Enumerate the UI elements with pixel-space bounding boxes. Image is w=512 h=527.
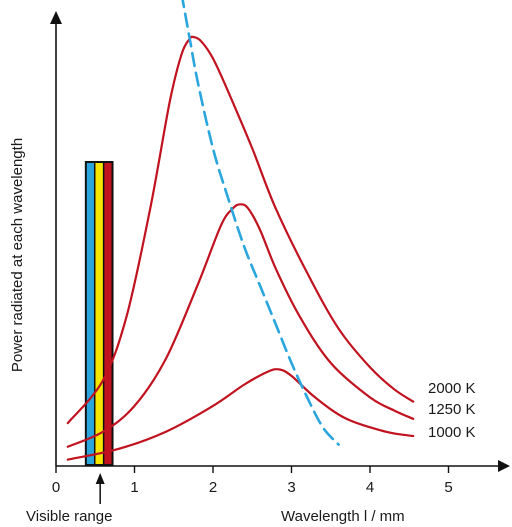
visible-range-label: Visible range — [26, 508, 112, 525]
visible-band-stripe-1 — [85, 162, 95, 465]
y-axis-label: Power radiated at each wavelength — [9, 138, 26, 372]
series-label-2000k: 2000 K — [428, 380, 476, 397]
x-tick-label: 5 — [444, 479, 452, 496]
x-tick-label: 2 — [209, 479, 217, 496]
x-tick-label: 4 — [366, 479, 374, 496]
series-label-1000k: 1000 K — [428, 424, 476, 441]
x-axis-arrowhead — [498, 460, 510, 472]
curve-1250k — [66, 203, 415, 448]
x-tick-label: 1 — [130, 479, 138, 496]
series-label-1250k: 1250 K — [428, 401, 476, 418]
x-tick-label: 0 — [52, 479, 60, 496]
peak-locus-dashed-line — [181, 0, 340, 446]
visible-range-arrow-head — [95, 473, 105, 484]
visible-band-stripe-3 — [103, 162, 113, 465]
visible-band-stripe-2 — [94, 162, 104, 465]
x-axis-label: Wavelength l / mm — [281, 508, 405, 525]
curve-2000k — [66, 35, 415, 425]
y-axis-arrowhead — [50, 11, 62, 24]
curve-1000k — [66, 368, 415, 461]
x-tick-label: 3 — [287, 479, 295, 496]
visible-band-outline — [84, 161, 114, 466]
